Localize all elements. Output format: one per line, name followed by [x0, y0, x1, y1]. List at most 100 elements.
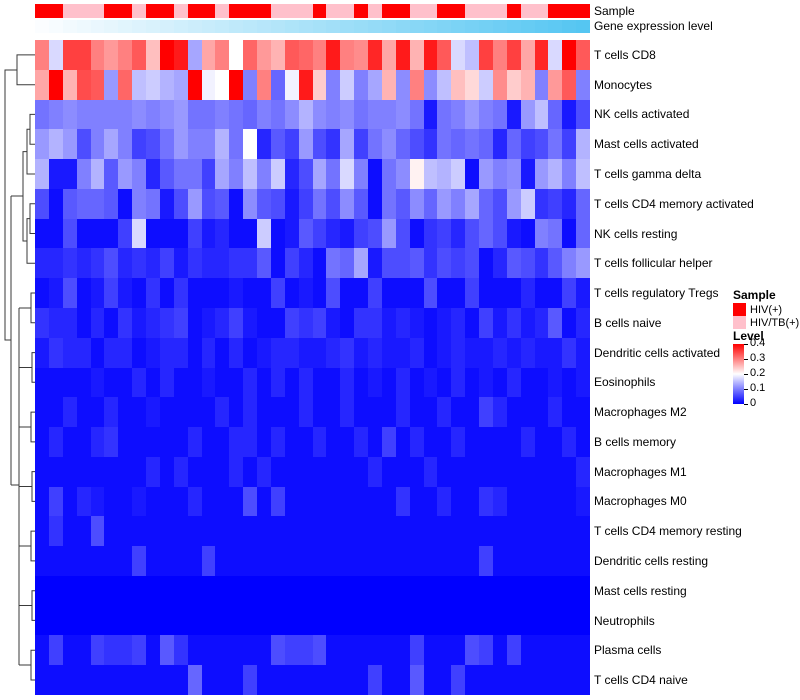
heatmap-cell — [159, 188, 174, 219]
heatmap-cell — [312, 307, 327, 338]
heatmap-cell — [465, 516, 479, 547]
heatmap-cell — [326, 337, 341, 368]
heatmap-cell — [534, 367, 549, 398]
heatmap-cell — [354, 69, 368, 100]
heatmap-cell — [90, 337, 105, 368]
heatmap-cell — [215, 278, 230, 308]
sample-annotation-cell — [62, 4, 77, 18]
heatmap-cell — [395, 218, 410, 249]
heatmap-cell — [173, 159, 188, 189]
heatmap-cell — [104, 307, 119, 338]
heatmap-cell — [534, 278, 549, 308]
heatmap-cell — [354, 516, 368, 547]
sample-annotation-cell — [284, 4, 299, 18]
heatmap-cell — [215, 40, 230, 70]
heatmap-cell — [354, 635, 368, 666]
heatmap-cell — [35, 456, 49, 487]
heatmap-cell — [395, 99, 410, 130]
heatmap-cell — [423, 665, 438, 695]
heatmap-cell — [506, 486, 521, 517]
heatmap-cell — [298, 99, 313, 130]
gene-expression-annotation-cell — [312, 20, 327, 33]
heatmap-cell — [437, 278, 452, 308]
heatmap-cell — [465, 159, 479, 189]
heatmap-cell — [35, 278, 49, 308]
heatmap-cell — [479, 69, 493, 100]
heatmap-cell — [340, 486, 355, 517]
heatmap-cell — [534, 188, 549, 219]
gene-expression-annotation-cell — [340, 20, 355, 33]
heatmap-cell — [395, 575, 410, 606]
heatmap-cell — [132, 218, 146, 249]
heatmap-cell — [437, 367, 452, 398]
heatmap-cell — [340, 129, 355, 160]
heatmap-cell — [146, 665, 160, 695]
sample-annotation-cell — [187, 4, 202, 18]
heatmap-cell — [187, 337, 202, 368]
heatmap-cell — [270, 188, 285, 219]
heatmap-cell — [132, 575, 146, 606]
heatmap-cell — [548, 575, 563, 606]
legend-item-hivtb: HIV/TB(+) — [733, 316, 799, 329]
heatmap-cell — [312, 248, 327, 279]
heatmap-cell — [132, 486, 146, 517]
heatmap-cell — [368, 159, 382, 189]
heatmap-cell — [381, 665, 396, 695]
heatmap-cell — [159, 635, 174, 666]
heatmap-cell — [479, 367, 493, 398]
heatmap-cell — [479, 486, 493, 517]
heatmap-cell — [118, 367, 133, 398]
heatmap-cell — [368, 278, 382, 308]
heatmap-cell — [534, 69, 549, 100]
gene-expression-annotation-cell — [381, 20, 396, 33]
heatmap-cell — [465, 129, 479, 160]
heatmap-cell — [173, 278, 188, 308]
gene-expression-annotation-cell — [437, 20, 452, 33]
heatmap-cell — [465, 188, 479, 219]
heatmap-cell — [104, 427, 119, 457]
heatmap-cell — [437, 69, 452, 100]
heatmap-cell — [562, 248, 577, 279]
heatmap-cell — [62, 159, 77, 189]
sample-annotation-cell — [229, 4, 244, 18]
heatmap-cell — [451, 397, 466, 428]
row-label: Macrophages M0 — [594, 494, 687, 509]
heatmap-cell — [104, 665, 119, 695]
heatmap-cell — [90, 665, 105, 695]
heatmap-cell — [562, 307, 577, 338]
level-tick-mark — [744, 344, 748, 345]
heatmap-cell — [270, 337, 285, 368]
heatmap-cell — [423, 248, 438, 279]
heatmap-cell — [90, 307, 105, 338]
heatmap-cell — [229, 307, 244, 338]
heatmap-cell — [243, 397, 257, 428]
heatmap-cell — [492, 665, 507, 695]
heatmap-cell — [354, 546, 368, 576]
sample-annotation-cell — [90, 4, 105, 18]
heatmap-cell — [284, 367, 299, 398]
heatmap-cell — [354, 337, 368, 368]
heatmap-cell — [90, 278, 105, 308]
heatmap-cell — [173, 188, 188, 219]
heatmap-cell — [270, 129, 285, 160]
heatmap-cell — [173, 605, 188, 636]
heatmap-cell — [534, 99, 549, 130]
heatmap-cell — [437, 605, 452, 636]
heatmap-cell — [562, 69, 577, 100]
heatmap-cell — [298, 188, 313, 219]
heatmap-cell — [381, 40, 396, 70]
heatmap-cell — [118, 575, 133, 606]
heatmap-cell — [298, 69, 313, 100]
heatmap-cell — [534, 307, 549, 338]
heatmap-cell — [479, 575, 493, 606]
heatmap-cell — [284, 188, 299, 219]
heatmap-cell — [270, 456, 285, 487]
heatmap-cell — [340, 427, 355, 457]
heatmap-cell — [257, 69, 271, 100]
gene-expression-annotation-cell — [201, 20, 216, 33]
heatmap-cell — [520, 635, 535, 666]
heatmap-cell — [132, 635, 146, 666]
heatmap-cell — [243, 516, 257, 547]
heatmap-cell — [284, 665, 299, 695]
heatmap-cell — [48, 248, 63, 279]
